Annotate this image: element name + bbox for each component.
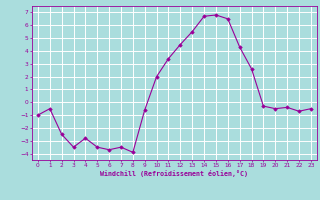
X-axis label: Windchill (Refroidissement éolien,°C): Windchill (Refroidissement éolien,°C) — [100, 170, 248, 177]
